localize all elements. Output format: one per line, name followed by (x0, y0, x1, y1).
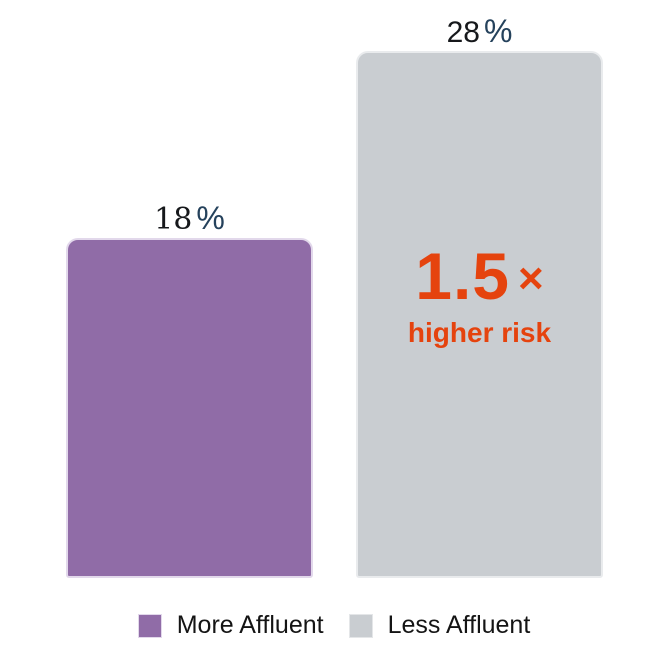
risk-multiplier-line: 1.5 × (356, 243, 603, 309)
percent-sign-more-affluent: % (196, 200, 225, 236)
risk-caption: higher risk (407, 317, 552, 348)
legend-item-more-affluent: More Affluent (137, 611, 324, 640)
value-label-more-affluent: 18% (66, 200, 313, 237)
percent-sign-less-affluent: % (483, 13, 513, 49)
legend-label-more-affluent: More Affluent (176, 611, 324, 639)
legend: More Affluent Less Affluent (0, 611, 668, 640)
legend-label-less-affluent: Less Affluent (387, 611, 531, 639)
risk-annotation: 1.5 × higher risk (356, 243, 603, 347)
legend-swatch-more-affluent (137, 613, 162, 638)
risk-multiplier: 1.5 (415, 239, 511, 313)
legend-swatch-less-affluent (348, 613, 373, 638)
bar-more-affluent (66, 238, 313, 578)
legend-item-less-affluent: Less Affluent (348, 611, 531, 640)
bar-less-affluent (356, 51, 603, 578)
times-symbol: × (518, 254, 544, 303)
value-number-more-affluent: 18 (154, 202, 193, 237)
value-label-less-affluent: 28% (356, 13, 603, 50)
value-number-less-affluent: 28 (446, 16, 480, 49)
